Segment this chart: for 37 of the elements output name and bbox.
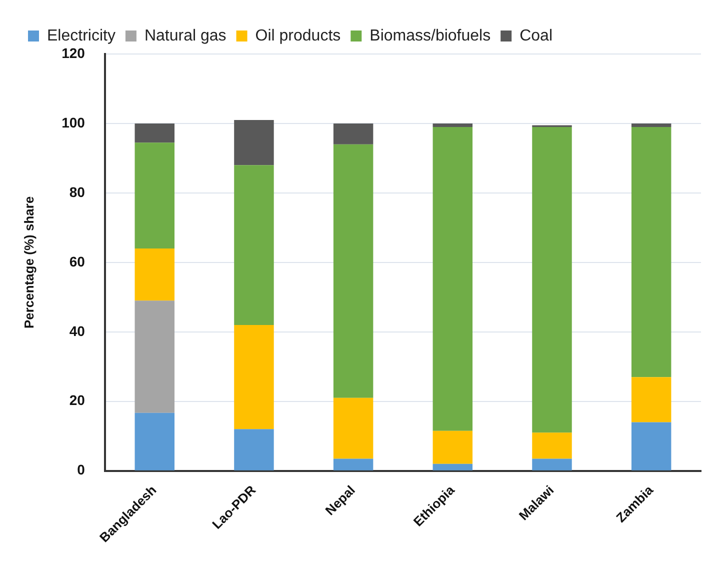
y-tick-label: 60 (69, 253, 86, 270)
bar (134, 123, 174, 143)
y-tick-label: 0 (77, 462, 86, 478)
bar (432, 464, 473, 470)
bar (134, 300, 174, 413)
y-tick-label: 100 (62, 114, 86, 130)
bar (631, 422, 672, 470)
y-tick-label: 120 (62, 44, 86, 61)
bar (234, 324, 274, 430)
bar (631, 123, 672, 127)
bar (432, 126, 473, 431)
bar (134, 248, 174, 301)
bar (631, 126, 672, 378)
y-tick-label: 80 (69, 184, 86, 200)
legend-label: Biomass/biofuels (370, 27, 491, 44)
bar (134, 142, 174, 249)
bar (234, 429, 274, 470)
y-tick-label: 40 (69, 322, 86, 339)
legend-label: Oil products (255, 27, 341, 44)
bar (432, 430, 473, 464)
bar (631, 377, 672, 422)
bar (532, 126, 572, 433)
bar (333, 144, 374, 398)
y-axis-title: Percentage (%) share (21, 196, 36, 329)
bar (333, 123, 374, 144)
legend-label: Natural gas (144, 27, 226, 44)
bar (234, 165, 274, 325)
bar (532, 458, 572, 470)
bar (333, 398, 374, 459)
bar (134, 412, 174, 470)
legend-label: Coal (520, 27, 552, 44)
bar (333, 458, 374, 470)
bar (432, 123, 473, 127)
bar (234, 120, 274, 166)
legend-label: Electricity (47, 27, 116, 44)
bar (532, 432, 572, 459)
y-tick-label: 20 (69, 392, 86, 408)
